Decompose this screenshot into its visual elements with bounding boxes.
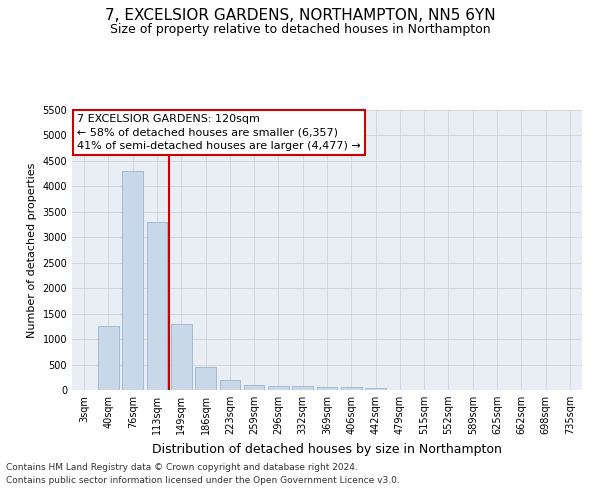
Bar [171,324,191,390]
Bar [292,386,313,390]
Text: Distribution of detached houses by size in Northampton: Distribution of detached houses by size … [152,442,502,456]
Text: 7, EXCELSIOR GARDENS, NORTHAMPTON, NN5 6YN: 7, EXCELSIOR GARDENS, NORTHAMPTON, NN5 6… [104,8,496,22]
Y-axis label: Number of detached properties: Number of detached properties [27,162,37,338]
Text: Contains HM Land Registry data © Crown copyright and database right 2024.: Contains HM Land Registry data © Crown c… [6,464,358,472]
Bar [98,326,119,390]
Bar [341,388,362,390]
Bar [122,171,143,390]
Text: 7 EXCELSIOR GARDENS: 120sqm
← 58% of detached houses are smaller (6,357)
41% of : 7 EXCELSIOR GARDENS: 120sqm ← 58% of det… [77,114,361,150]
Bar [268,386,289,390]
Bar [317,388,337,390]
Text: Size of property relative to detached houses in Northampton: Size of property relative to detached ho… [110,22,490,36]
Bar [195,367,216,390]
Bar [220,380,240,390]
Text: Contains public sector information licensed under the Open Government Licence v3: Contains public sector information licen… [6,476,400,485]
Bar [244,385,265,390]
Bar [146,222,167,390]
Bar [365,388,386,390]
